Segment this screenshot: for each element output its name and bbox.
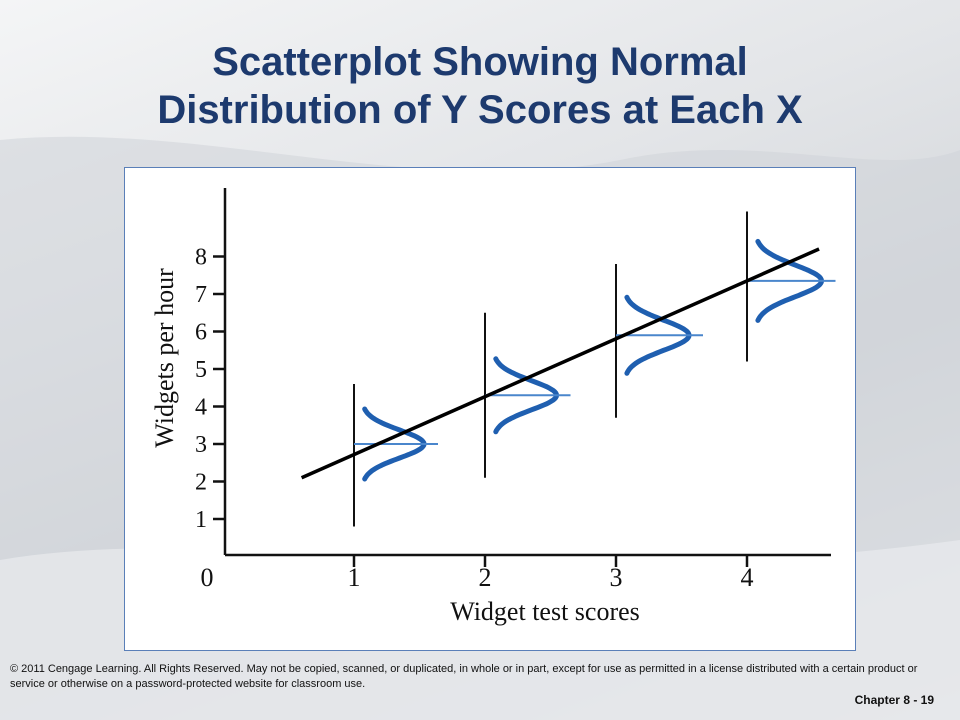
regression-line [300,247,820,480]
x-tick-label: 3 [610,563,623,592]
copyright-notice: © 2011 Cengage Learning. All Rights Rese… [10,663,918,690]
slide-title: Scatterplot Showing Normal Distribution … [0,38,960,134]
y-tick-label: 3 [195,432,207,458]
chapter-page-number: Chapter 8 - 19 [854,693,934,707]
y-axis-label: Widgets per hour [150,268,179,448]
chart-axes [223,188,831,557]
chart-regression [300,247,820,480]
x-axis-label: Widget test scores [450,597,640,626]
x-tick-label: 1 [348,563,361,592]
slide-title-line-1: Scatterplot Showing Normal [212,40,748,84]
x-tick-label: 4 [741,563,754,592]
y-tick-label: 2 [195,470,207,496]
chart-distributions [353,211,836,527]
scatterplot-chart: 1 2 3 4 5 6 7 8 0 1 2 3 4 Widget test scores Widgets… [150,188,836,626]
chart-ticks: 1 2 3 4 5 6 7 8 0 1 2 3 4 [195,245,754,593]
y-tick-label: 7 [195,282,207,308]
y-tick-label: 4 [195,395,207,421]
y-tick-label: 6 [195,320,207,346]
y-tick-label: 5 [195,357,207,383]
x-tick-label: 0 [201,563,214,592]
y-tick-label: 8 [195,245,207,271]
chart-frame: 1 2 3 4 5 6 7 8 0 1 2 3 4 Widget test scores Widgets… [124,167,856,651]
y-tick-label: 1 [195,507,207,533]
slide-title-line-2: Distribution of Y Scores at Each X [157,88,803,132]
x-tick-label: 2 [479,563,492,592]
